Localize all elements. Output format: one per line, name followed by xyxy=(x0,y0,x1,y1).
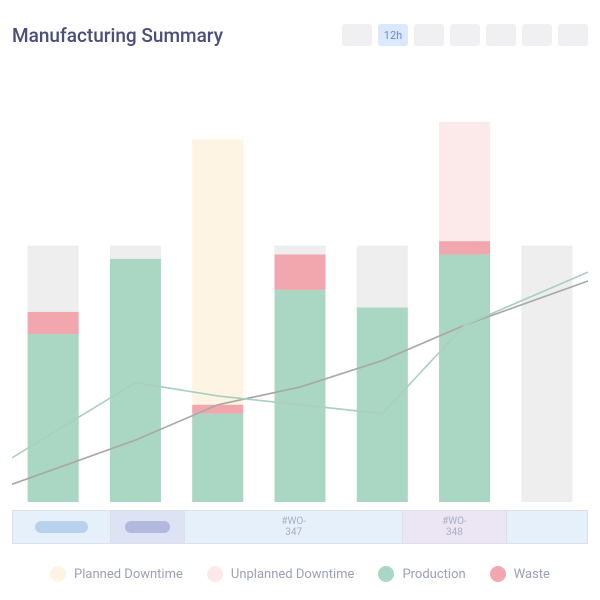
legend-item-2: Production xyxy=(378,566,465,582)
legend-item-0: Planned Downtime xyxy=(50,566,183,582)
time-tab-0[interactable] xyxy=(342,24,372,46)
time-range-tabs: 12h xyxy=(342,24,588,46)
chart-svg xyxy=(12,60,588,502)
legend-swatch xyxy=(207,566,223,582)
timeline-chip xyxy=(35,521,88,533)
time-tab-5[interactable] xyxy=(522,24,552,46)
time-tab-label: 12h xyxy=(384,29,402,42)
dashboard-container: Manufacturing Summary 12h #WO-347 #WO-348… xyxy=(0,0,600,600)
header: Manufacturing Summary 12h xyxy=(12,20,588,50)
summary-chart xyxy=(12,60,588,502)
legend-label: Unplanned Downtime xyxy=(231,567,355,582)
legend-label: Waste xyxy=(514,567,550,582)
timeline-chip xyxy=(125,521,171,533)
timeline-segment-3[interactable]: #WO-348 xyxy=(403,511,506,543)
timeline-segment-4[interactable] xyxy=(507,511,587,543)
time-tab-4[interactable] xyxy=(486,24,516,46)
legend-label: Planned Downtime xyxy=(74,567,183,582)
legend-swatch xyxy=(378,566,394,582)
legend-item-1: Unplanned Downtime xyxy=(207,566,355,582)
legend-label: Production xyxy=(402,567,465,582)
timeline-segment-1[interactable] xyxy=(111,511,186,543)
timeline-segment-0[interactable] xyxy=(13,511,111,543)
chart-legend: Planned Downtime Unplanned Downtime Produc… xyxy=(12,562,588,586)
legend-swatch xyxy=(490,566,506,582)
page-title: Manufacturing Summary xyxy=(12,24,223,47)
time-tab-6[interactable] xyxy=(558,24,588,46)
timeline-segment-label: #WO-347 xyxy=(281,516,306,538)
work-order-timeline: #WO-347 #WO-348 xyxy=(12,510,588,544)
time-tab-3[interactable] xyxy=(450,24,480,46)
legend-swatch xyxy=(50,566,66,582)
time-tab-2[interactable] xyxy=(414,24,444,46)
timeline-segment-label: #WO-348 xyxy=(442,516,467,538)
timeline-segment-2[interactable]: #WO-347 xyxy=(185,511,403,543)
time-tab-1[interactable]: 12h xyxy=(378,24,408,46)
legend-item-3: Waste xyxy=(490,566,550,582)
